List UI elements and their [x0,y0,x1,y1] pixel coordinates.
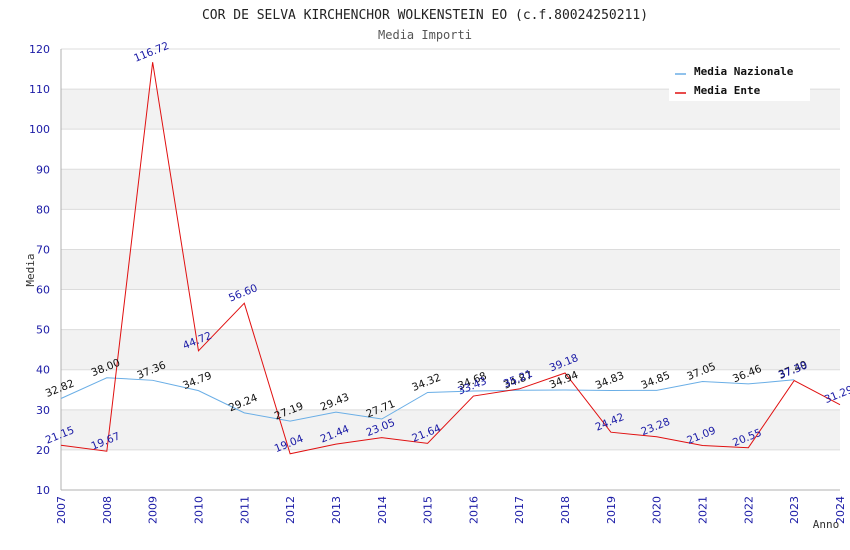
series-line-media-ente [60,62,841,455]
x-tick-label: 2020 [651,496,664,524]
background-band [61,169,840,210]
legend-label-media-ente: Media Ente [694,84,761,97]
y-tick-label: 70 [36,243,50,256]
chart-title: COR DE SELVA KIRCHENCHOR WOLKENSTEIN EO … [202,8,648,23]
legend-box [669,57,810,101]
x-tick-label: 2011 [238,496,251,524]
x-tick-label: 2023 [788,496,801,524]
y-tick-label: 90 [36,163,50,176]
series-lines [60,62,841,455]
data-label-media-ente: 116.72 [132,40,171,65]
x-tick-label: 2007 [55,496,68,524]
y-tick-label: 80 [36,203,50,216]
y-axis-label: Media [24,253,37,286]
x-tick-label: 2021 [697,496,710,524]
x-tick-label: 2013 [330,496,343,524]
y-tick-label: 50 [36,324,50,337]
x-tick-label: 2009 [147,496,160,524]
y-tick-label: 30 [36,404,50,417]
background-bands [61,89,840,450]
y-tick-label: 120 [29,43,50,56]
data-label-media-nazionale: 34.83 [594,369,626,391]
x-tick-label: 2008 [101,496,114,524]
y-tick-label: 10 [36,484,50,497]
x-tick-label: 2024 [834,496,847,524]
data-label-media-nazionale: 34.32 [410,372,442,394]
x-tick-label: 2019 [605,496,618,524]
legend: Media Nazionale Media Ente [669,57,810,101]
x-tick-label: 2010 [192,496,205,524]
x-tick-label: 2016 [467,496,480,524]
x-tick-label: 2014 [376,496,389,524]
x-axis-ticks: 2007 2008 2009 2010 2011 2012 2013 2014 2015 2016… [55,496,847,524]
axes [60,49,840,491]
y-tick-label: 40 [36,364,50,377]
x-tick-label: 2018 [559,496,572,524]
data-label-media-nazionale: 34.79 [181,370,213,392]
y-tick-label: 100 [29,123,50,136]
y-tick-label: 110 [29,83,50,96]
background-band [61,329,840,370]
chart-subtitle: Media Importi [378,28,472,42]
y-axis-ticks: 10 20 30 40 50 60 70 80 90 100 110 120 [29,43,50,497]
x-tick-label: 2017 [513,496,526,524]
x-tick-label: 2015 [422,496,435,524]
x-axis-label: Anno [813,518,840,531]
background-band [61,409,840,450]
data-label-media-nazionale: 32.82 [44,378,76,400]
series-line-media-nazionale [60,377,795,422]
y-tick-label: 20 [36,444,50,457]
legend-label-media-nazionale: Media Nazionale [694,65,794,78]
x-tick-label: 2022 [742,496,755,524]
data-label-media-ente: 35.21 [502,368,534,390]
x-tick-label: 2012 [284,496,297,524]
y-tick-label: 60 [36,284,50,297]
background-band [61,249,840,290]
